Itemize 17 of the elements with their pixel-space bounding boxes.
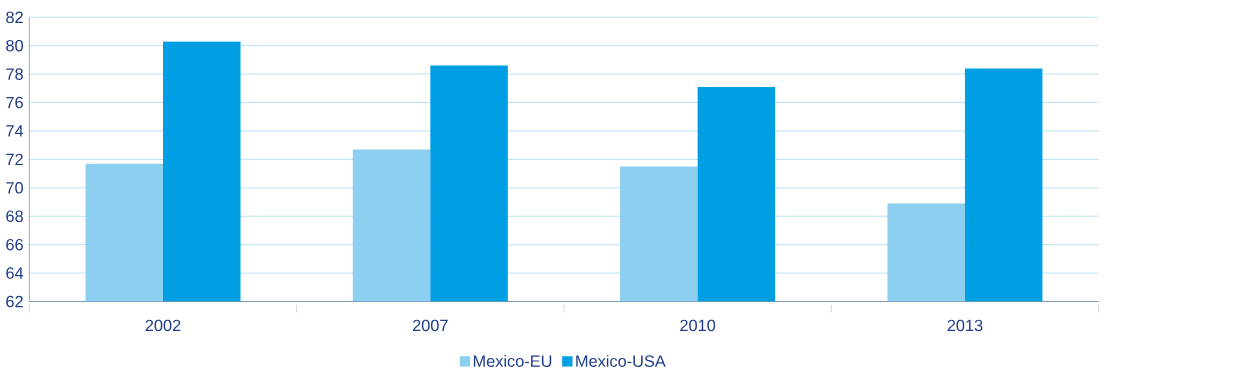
y-tick-label: 62 [6,295,23,308]
x-tick-label: 2007 [412,319,448,332]
y-tick-label: 78 [6,68,23,81]
y-tick-label: 80 [6,40,24,52]
y-tick-label: 64 [6,267,24,280]
y-tick-label: 82 [6,11,23,24]
y-tick-label: 68 [6,210,23,223]
y-tick-label: 74 [6,125,24,137]
x-tick-label: 2002 [145,319,181,332]
y-tick-label: 70 [6,182,24,194]
legend-label: Mexico-EU [473,355,552,368]
x-tick-label: 2013 [947,319,983,332]
y-tick-label: 76 [6,96,23,109]
y-tick-label: 72 [6,153,23,166]
x-tick-label: 2010 [680,319,716,332]
legend-label: Mexico-USA [576,355,666,368]
y-tick-label: 66 [6,239,23,251]
